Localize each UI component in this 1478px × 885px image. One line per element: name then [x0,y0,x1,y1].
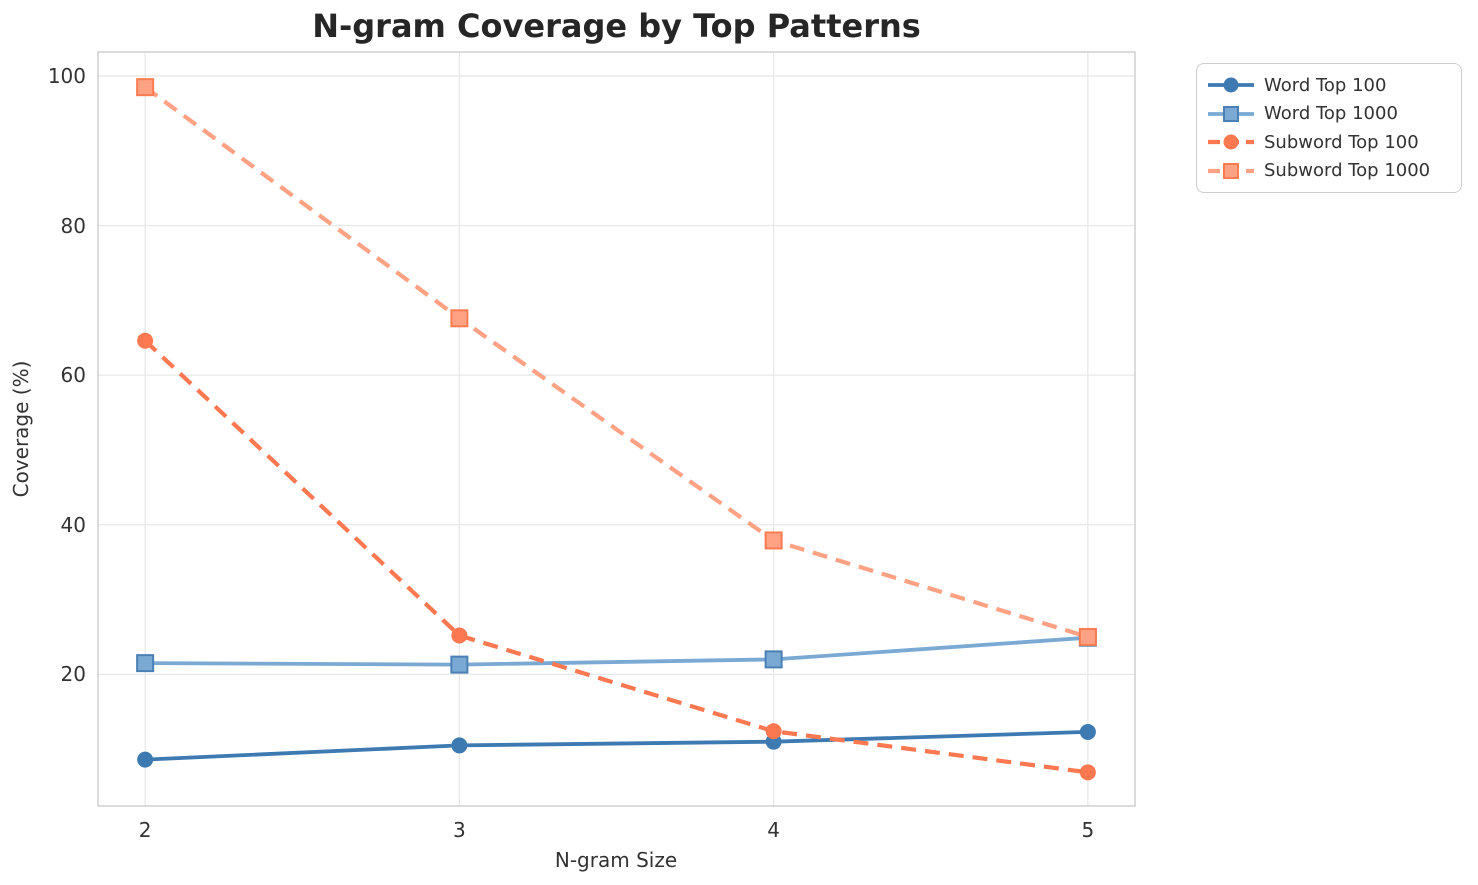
series-line-subword-top-100 [143,339,1089,775]
series-line-word-top-1000 [145,635,1089,667]
y-tick-label: 60 [60,363,86,388]
legend-marker-square [1223,162,1239,179]
x-tick-label: 4 [767,818,780,842]
plot-spines [97,51,1136,807]
legend-marker-square [1223,105,1239,122]
data-point-word-top-1000 [450,655,469,674]
data-point-subword-top-100 [137,332,154,349]
x-tick-label: 2 [138,818,152,842]
series-line-subword-top-1000 [143,85,1089,639]
data-point-subword-top-1000 [450,309,469,328]
legend-marker-circle [1223,77,1239,93]
legend-swatch-word-top-100 [1208,77,1254,93]
data-point-word-top-100 [1079,723,1096,740]
y-tick-label: 100 [47,63,86,88]
x-tick-label: 5 [1081,818,1095,842]
y-tick-label: 80 [60,213,86,238]
y-tick-label: 20 [60,662,86,687]
data-point-word-top-100 [451,737,468,754]
data-point-word-top-1000 [136,654,155,673]
y-tick-label: 40 [60,512,86,537]
legend: Word Top 100 Word Top 1000 Subword Top 100… [1196,63,1462,193]
data-point-subword-top-100 [765,723,782,740]
data-point-subword-top-100 [1079,764,1096,781]
data-point-subword-top-1000 [136,78,155,97]
data-point-word-top-100 [137,751,154,768]
data-point-subword-top-100 [451,627,468,644]
data-point-subword-top-1000 [764,531,783,550]
x-axis-label: N-gram Size [554,848,678,872]
x-tick-label: 3 [453,818,466,842]
legend-item-subword-top-100: Subword Top 100 [1207,128,1451,157]
legend-item-subword-top-1000: Subword Top 1000 [1207,157,1451,186]
series-line-word-top-100 [145,730,1088,762]
legend-item-word-top-1000: Word Top 1000 [1207,100,1451,129]
legend-item-word-top-100: Word Top 100 [1207,71,1451,100]
legend-label: Subword Top 100 [1264,131,1419,153]
data-point-subword-top-1000 [1078,627,1097,646]
chart-title: N-gram Coverage by Top Patterns [312,7,921,45]
legend-swatch-subword-top-100 [1208,134,1254,150]
legend-swatch-word-top-1000 [1208,105,1254,122]
legend-swatch-subword-top-1000 [1208,162,1254,179]
legend-label: Word Top 1000 [1264,103,1398,125]
legend-label: Word Top 100 [1264,74,1387,96]
legend-label: Subword Top 1000 [1264,160,1431,182]
legend-marker-circle [1223,134,1239,150]
data-point-word-top-1000 [764,650,783,669]
